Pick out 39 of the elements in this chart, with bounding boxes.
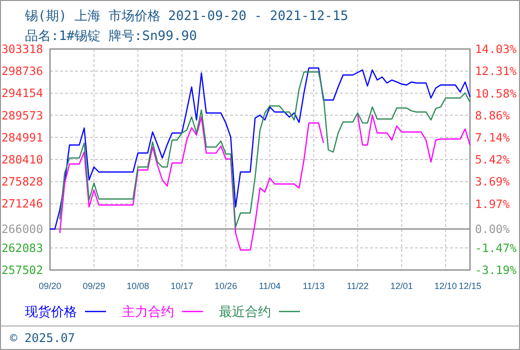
y2-tick-label: 5.42%	[475, 152, 510, 166]
x-tick-label: 10/08	[126, 281, 150, 291]
y2-tick-label: 1.97%	[475, 196, 510, 211]
y-tick-label: 266000	[1, 222, 44, 236]
y-tick-label: 275828	[1, 174, 44, 189]
text: © 2025.07	[10, 331, 76, 345]
x-tick-label: 09/20	[38, 281, 62, 291]
y2-tick-label: 10.58%	[475, 86, 517, 100]
x-tick-label: 11/04	[258, 281, 281, 291]
x-tick-label: 11/13	[302, 281, 325, 291]
y2-tick-label: -1.47%	[475, 240, 517, 255]
x-tick-label: 12/01	[390, 281, 413, 291]
x-tick-label: 11/22	[346, 281, 369, 291]
y2-tick-label: 12.31%	[475, 64, 517, 78]
x-tick-label: 10/17	[170, 281, 194, 291]
y2-tick-label: 14.03%	[475, 42, 517, 56]
y-tick-label: 303318	[1, 42, 44, 56]
y-tick-label: 284991	[1, 130, 44, 144]
y2-tick-label: 0.00%	[475, 222, 510, 236]
y2-tick-label: 8.86%	[475, 108, 510, 122]
y2-tick-label: 7.14%	[475, 130, 510, 144]
y-tick-label: 280410	[1, 152, 44, 166]
y-tick-label: 289573	[1, 108, 44, 122]
legend-label: 最近合约	[219, 305, 271, 320]
y-tick-label: 257502	[1, 263, 43, 277]
x-tick-label: 10/26	[214, 281, 238, 291]
y2-tick-label: 3.69%	[475, 174, 510, 189]
legend-label: 主力合约	[122, 304, 174, 320]
y-tick-label: 298736	[1, 64, 44, 78]
x-tick-label: 12/10	[434, 281, 457, 291]
legend-label: 现货价格	[25, 305, 77, 320]
y-tick-label: 262083	[1, 240, 44, 255]
y-tick-label: 294154	[1, 86, 44, 100]
x-tick-label: 12/15	[458, 281, 482, 291]
y-tick-label: 271246	[1, 196, 44, 211]
chart-subtitle: 品名:1#锡锭 牌号:Sn99.90	[25, 29, 197, 44]
y2-tick-label: -3.19%	[475, 263, 517, 277]
chart-title: 锡(期) 上海 市场价格 2021-09-20 - 2021-12-15	[24, 9, 348, 24]
x-tick-label: 09/29	[82, 281, 106, 291]
